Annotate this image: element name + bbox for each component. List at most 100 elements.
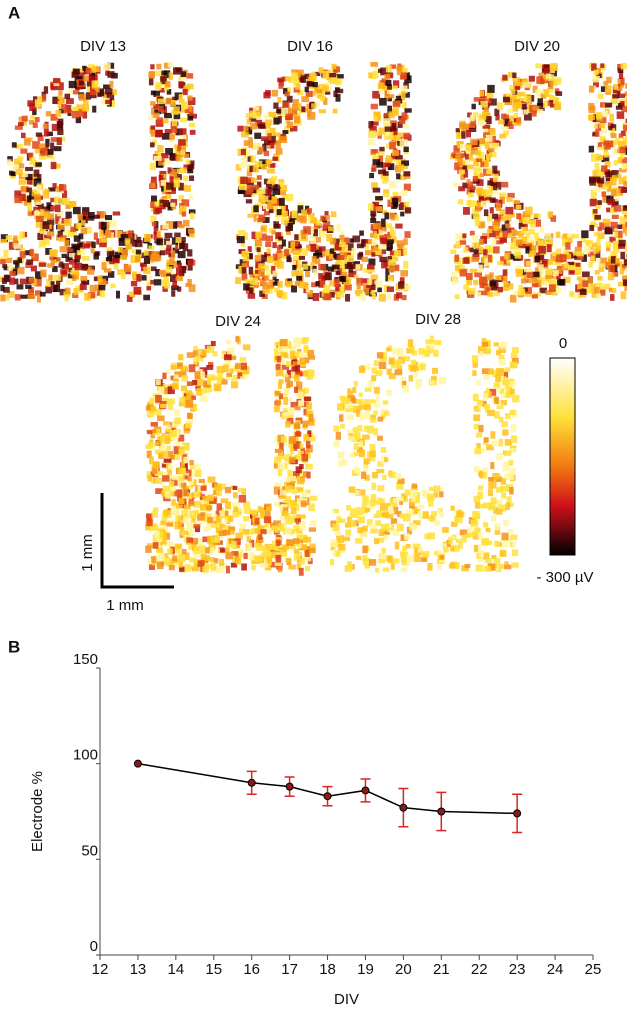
heatmap-cell — [125, 244, 132, 250]
heatmap-cell — [330, 248, 334, 253]
heatmap-cell — [470, 139, 477, 145]
heatmap-cell — [494, 225, 499, 230]
heatmap-cell — [550, 63, 558, 71]
heatmap-cell — [208, 374, 215, 380]
heatmap-cell — [267, 203, 273, 209]
heatmap-cell — [548, 259, 554, 265]
heatmap-cell — [121, 272, 126, 279]
heatmap-cell — [136, 274, 141, 282]
heatmap-cell — [491, 441, 498, 447]
heatmap-cell — [272, 541, 276, 547]
heatmap-cell — [506, 197, 512, 202]
heatmap-cell — [338, 544, 345, 551]
heatmap-cell — [618, 157, 623, 163]
heatmaps — [0, 62, 627, 576]
heatmap-cell — [586, 287, 591, 293]
heatmap-cell — [459, 170, 465, 175]
heatmap-cell — [621, 291, 627, 299]
heatmap-cell — [175, 515, 182, 522]
x-tick-label: 18 — [319, 961, 336, 978]
heatmap-cell — [341, 459, 347, 465]
heatmap-cell — [377, 485, 384, 491]
heatmap-cell — [299, 514, 305, 518]
heatmap-cell — [157, 471, 163, 475]
heatmap-cell — [479, 351, 483, 356]
heatmap-cell — [28, 153, 33, 158]
heatmap-cell — [382, 475, 386, 480]
heatmap-cell — [500, 486, 508, 492]
heatmap-cell — [392, 123, 396, 131]
heatmap-cell — [556, 91, 563, 96]
heatmap-cell — [258, 269, 265, 277]
heatmap-cell — [501, 393, 506, 398]
heatmap-cell — [289, 457, 295, 464]
heatmap-cell — [194, 510, 199, 515]
heatmap-cell — [150, 142, 155, 147]
heatmap-cell — [333, 425, 339, 431]
heatmap-cell — [275, 391, 281, 395]
heatmap-cell — [155, 395, 162, 403]
heatmap-cell — [277, 261, 284, 269]
heatmap-cell — [79, 94, 86, 101]
heatmap-cell — [294, 549, 299, 553]
heatmap-cell — [158, 387, 164, 394]
heatmap-cell — [381, 524, 389, 531]
heatmap-cell — [475, 208, 481, 212]
heatmap-cell — [301, 500, 307, 507]
heatmap-cell — [272, 526, 278, 531]
heatmap-cell — [467, 165, 474, 170]
heatmap-cell — [379, 538, 384, 543]
panel-label: A — [8, 3, 20, 22]
heatmap-cell — [484, 209, 488, 216]
heatmap-cell — [80, 276, 87, 282]
heatmap-cell — [125, 238, 131, 244]
heatmap-cell — [31, 265, 37, 271]
heatmap-cell — [355, 538, 362, 544]
heatmap-cell — [577, 241, 582, 248]
heatmap-cell — [160, 436, 165, 444]
heatmap-cell — [492, 214, 498, 219]
heatmap-cell — [511, 435, 517, 443]
heatmap-cell — [152, 462, 160, 469]
heatmap-cell — [482, 342, 488, 347]
heatmap-cell — [620, 101, 624, 106]
heatmap-cell — [299, 525, 305, 530]
heatmap-cell — [262, 282, 268, 290]
heatmap-cell — [263, 289, 270, 294]
heatmap-cell — [358, 400, 363, 405]
heatmap-cell — [494, 541, 499, 547]
heatmap-cell — [129, 291, 133, 296]
heatmap-cell — [593, 209, 598, 214]
heatmap-cell — [603, 141, 608, 145]
heatmap-cell — [337, 404, 343, 411]
heatmap-cell — [201, 486, 207, 491]
heatmap-cell — [110, 220, 117, 228]
heatmap-cell — [404, 231, 410, 238]
heatmap-cell — [381, 447, 386, 453]
heatmap-cell — [151, 422, 158, 427]
heatmap-cell — [71, 244, 78, 249]
heatmap-cell — [284, 353, 289, 358]
heatmap-cell — [403, 238, 408, 245]
heatmap-cell — [79, 80, 85, 85]
heatmap-cell — [623, 205, 627, 211]
heatmap-cell — [439, 491, 444, 497]
x-tick-label: 14 — [168, 961, 185, 978]
heatmap-cell — [328, 267, 334, 272]
heatmap-cell — [233, 506, 238, 512]
heatmap-cell — [603, 81, 608, 86]
heatmap-cell — [405, 356, 410, 362]
heatmap-cell — [265, 270, 271, 276]
heatmap-cell — [596, 205, 601, 209]
heatmap-cell — [505, 207, 513, 215]
heatmap-cell — [377, 436, 383, 441]
heatmap-cell — [395, 542, 399, 550]
heatmap-cell — [336, 516, 341, 523]
heatmap-cell — [388, 556, 393, 563]
heatmap-cell — [362, 555, 367, 562]
heatmap-cell — [170, 176, 174, 183]
heatmap-cell — [398, 281, 404, 288]
heatmap-cell — [25, 167, 33, 171]
heatmap-cell — [265, 275, 270, 281]
heatmap-cell — [487, 292, 493, 297]
